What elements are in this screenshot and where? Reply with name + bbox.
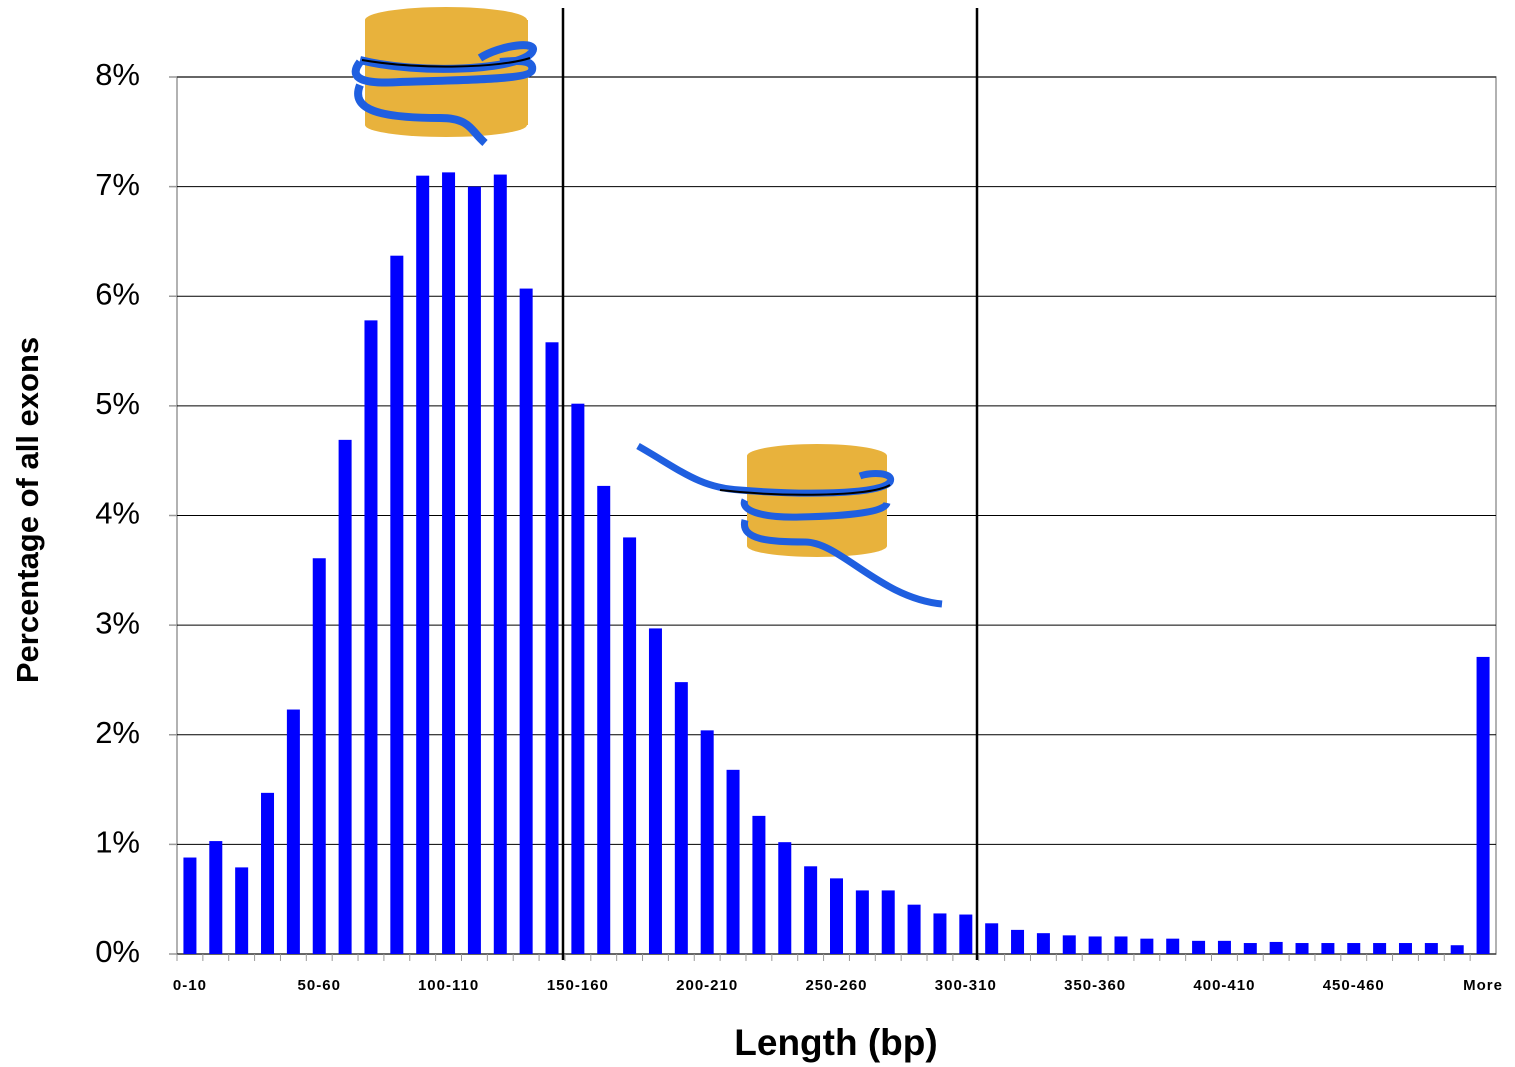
bar — [1321, 943, 1334, 954]
bar — [1166, 939, 1179, 954]
nucleosome-icon — [356, 7, 533, 143]
bar — [209, 841, 222, 954]
bar — [390, 256, 403, 954]
x-tick-label: 400-410 — [1193, 977, 1255, 994]
bar — [339, 440, 352, 954]
bar — [1477, 657, 1490, 954]
y-tick-label: 0% — [95, 934, 140, 969]
bar — [235, 867, 248, 954]
y-tick-label: 7% — [95, 167, 140, 202]
bar — [959, 915, 972, 954]
bar — [1089, 936, 1102, 954]
x-tick-label: 200-210 — [676, 977, 738, 994]
bar — [261, 793, 274, 954]
bar — [571, 404, 584, 954]
bar — [856, 890, 869, 954]
y-tick-label: 3% — [95, 605, 140, 640]
bar — [442, 172, 455, 954]
bar — [546, 342, 559, 954]
bar — [1451, 945, 1464, 954]
x-tick-label: 0-10 — [173, 977, 207, 994]
bar — [1037, 933, 1050, 954]
x-tick-label: 250-260 — [805, 977, 867, 994]
x-tick-label: More — [1463, 977, 1503, 994]
bar — [985, 923, 998, 954]
bar — [701, 730, 714, 954]
bar — [364, 320, 377, 954]
y-tick-label: 5% — [95, 386, 140, 421]
chart: 0% 1% 2% 3% 4% 5% 6% 7% 8% 0-10 50-60 100-110 150-16… — [0, 0, 1515, 1067]
x-tick-label: 50-60 — [298, 977, 341, 994]
bar — [778, 842, 791, 954]
y-axis-title: Percentage of all exons — [10, 337, 45, 683]
bar — [313, 558, 326, 954]
x-tick-label: 100-110 — [418, 977, 479, 994]
x-axis-title: Length (bp) — [734, 1022, 937, 1063]
bar — [494, 175, 507, 954]
x-tick-label: 300-310 — [935, 977, 997, 994]
bar — [727, 770, 740, 954]
bar — [468, 187, 481, 954]
bar — [752, 816, 765, 954]
bar — [1399, 943, 1412, 954]
bar — [1140, 939, 1153, 954]
bar — [1425, 943, 1438, 954]
bar — [804, 866, 817, 954]
bar — [649, 628, 662, 954]
bar — [1114, 936, 1127, 954]
bar — [933, 913, 946, 954]
bar — [287, 710, 300, 954]
bar — [830, 878, 843, 954]
bar — [1296, 943, 1309, 954]
bar — [1244, 943, 1257, 954]
bar — [1011, 930, 1024, 954]
bar — [1063, 935, 1076, 954]
y-tick-label: 4% — [95, 496, 140, 531]
bar — [597, 486, 610, 954]
y-tick-label: 8% — [95, 57, 140, 92]
bar — [1347, 943, 1360, 954]
bar — [520, 289, 533, 954]
y-tick-label: 2% — [95, 715, 140, 750]
x-tick-label: 350-360 — [1064, 977, 1126, 994]
bar — [908, 905, 921, 954]
x-tick-label: 450-460 — [1323, 977, 1385, 994]
bar — [675, 682, 688, 954]
x-tick-label: 150-160 — [547, 977, 609, 994]
bar — [1270, 942, 1283, 954]
y-tick-label: 1% — [95, 825, 140, 860]
bar — [1373, 943, 1386, 954]
bar — [183, 858, 196, 954]
bar — [1192, 941, 1205, 954]
bar — [623, 537, 636, 954]
nucleosome-icon — [638, 444, 942, 604]
bar — [416, 176, 429, 954]
bar — [882, 890, 895, 954]
bar — [1218, 941, 1231, 954]
y-tick-label: 6% — [95, 276, 140, 311]
